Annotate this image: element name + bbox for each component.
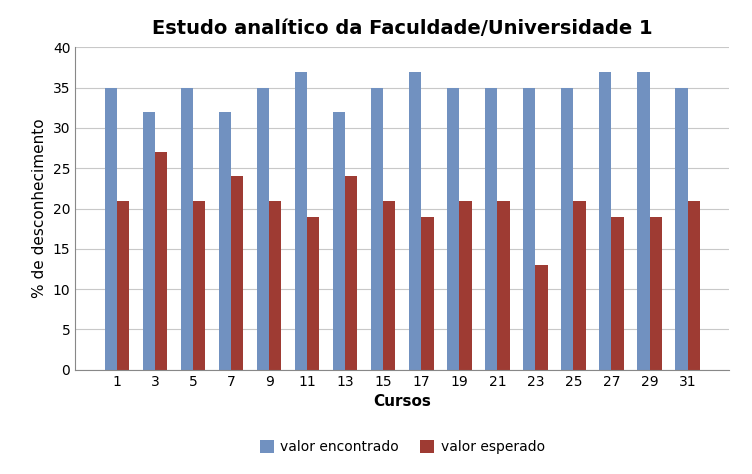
Bar [257, 88, 269, 370]
Bar [308, 217, 320, 370]
Bar [638, 72, 650, 370]
Bar [675, 88, 687, 370]
Bar [143, 112, 155, 370]
Legend: valor encontrado, valor esperado: valor encontrado, valor esperado [254, 435, 550, 460]
Bar [384, 201, 396, 370]
Bar [611, 217, 623, 370]
Bar [687, 201, 699, 370]
Bar [459, 201, 472, 370]
Y-axis label: % de desconhecimento: % de desconhecimento [32, 119, 47, 298]
Bar [421, 217, 433, 370]
Bar [193, 201, 205, 370]
Bar [561, 88, 574, 370]
Bar [574, 201, 586, 370]
Bar [155, 152, 167, 370]
Bar [485, 88, 497, 370]
X-axis label: Cursos: Cursos [374, 394, 431, 409]
Bar [105, 88, 117, 370]
Bar [295, 72, 308, 370]
Bar [650, 217, 662, 370]
Bar [535, 265, 547, 370]
Bar [447, 88, 459, 370]
Bar [409, 72, 421, 370]
Bar [497, 201, 510, 370]
Bar [269, 201, 281, 370]
Title: Estudo analítico da Faculdade/Universidade 1: Estudo analítico da Faculdade/Universida… [152, 18, 653, 37]
Bar [333, 112, 345, 370]
Bar [181, 88, 193, 370]
Bar [599, 72, 611, 370]
Bar [371, 88, 384, 370]
Bar [117, 201, 129, 370]
Bar [231, 176, 244, 370]
Bar [523, 88, 535, 370]
Bar [219, 112, 231, 370]
Bar [345, 176, 357, 370]
